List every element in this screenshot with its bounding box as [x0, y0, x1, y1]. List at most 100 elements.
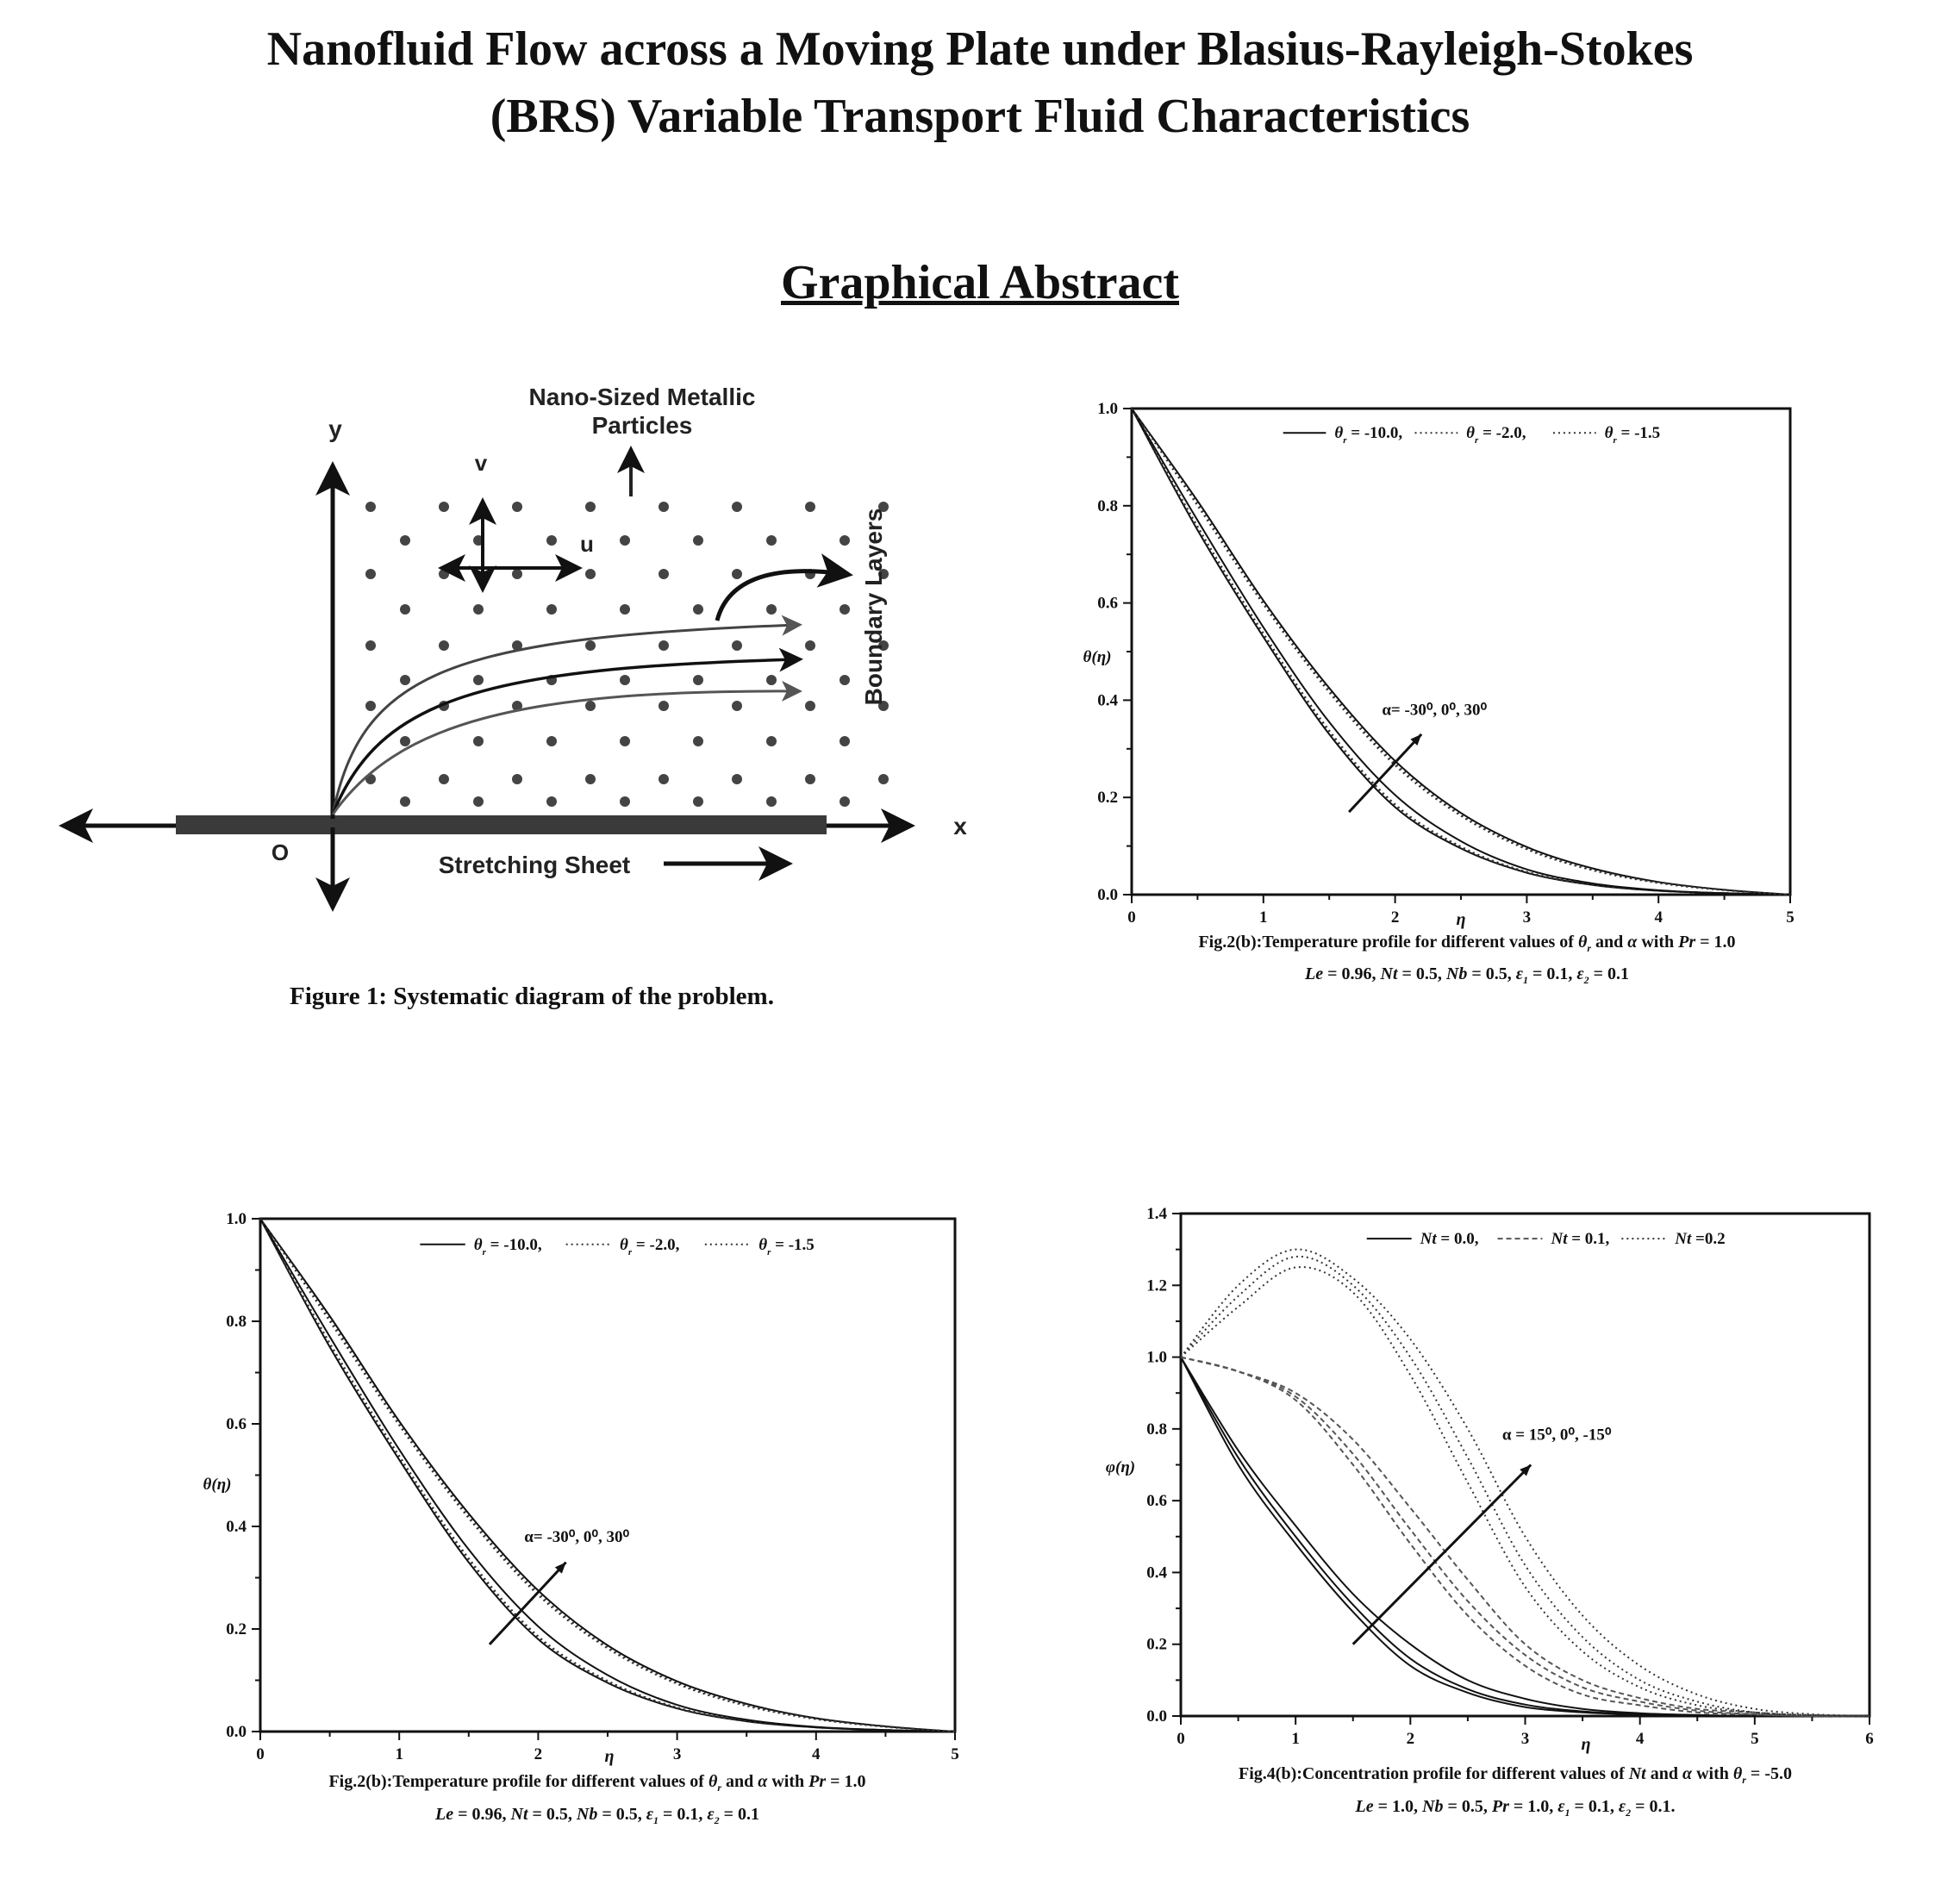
caption-segment: ε — [1557, 1797, 1565, 1816]
particle-dot — [400, 736, 410, 746]
caption-segment: θ — [1577, 933, 1588, 952]
particle-dot — [840, 796, 850, 807]
particle-dot — [546, 604, 557, 615]
flow-curve-lower — [331, 680, 802, 815]
particle-dot — [365, 640, 376, 651]
particle-dot — [546, 535, 557, 546]
particle-dot — [620, 535, 630, 546]
flow-curve-upper — [331, 615, 802, 815]
y-tick-label: 0.2 — [226, 1620, 247, 1638]
arrow-head-icon — [1520, 1464, 1532, 1476]
particle-dot — [585, 640, 596, 651]
x-tick-label: 1 — [1291, 1730, 1300, 1748]
x-tick-label: 4 — [812, 1745, 821, 1763]
caption-segment: α — [758, 1772, 768, 1791]
caption-segment: Fig.2(b):Temperature profile for differe… — [1198, 933, 1578, 952]
y-tick-label: 1.0 — [1146, 1349, 1167, 1367]
series-line-7 — [1131, 408, 1791, 896]
particle-dot — [620, 796, 630, 807]
legend-label: θr = -10.0, — [474, 1236, 542, 1258]
particle-dot — [693, 796, 703, 807]
caption-segment: 1 — [1564, 1807, 1570, 1819]
y-tick-label: 1.2 — [1146, 1276, 1167, 1295]
particle-dot — [732, 701, 742, 711]
caption-segment: Pr — [808, 1772, 827, 1791]
plot-frame — [1179, 1212, 1871, 1718]
x-tick-label: 2 — [534, 1745, 543, 1763]
x-tick-label: 0 — [1127, 908, 1136, 927]
legend-label: Nt =0.2 — [1674, 1230, 1725, 1248]
origin-label: O — [272, 839, 289, 865]
legend-label: Nt = 0.1, — [1550, 1230, 1609, 1248]
particle-dot — [620, 675, 630, 685]
caption-segment: = 0.1 — [719, 1805, 759, 1824]
particle-dot — [766, 736, 777, 746]
y-axis-label: y — [328, 415, 342, 442]
chart-1: 0 1 2 3 4 5 0.0 0.2 0.4 0.6 0.8 1.0 θ(η) η θr = -10.0,… — [1083, 400, 1795, 929]
y-axis-label: φ(η) — [1106, 1458, 1135, 1476]
x-tick-label: 3 — [1523, 908, 1532, 927]
series-line-5 — [259, 1218, 956, 1732]
section-title: Graphical Abstract — [781, 256, 1179, 309]
title-line-2: (BRS) Variable Transport Fluid Character… — [490, 90, 1470, 143]
particle-dot — [693, 736, 703, 746]
legend-label: θr = -2.0, — [620, 1236, 680, 1258]
caption-segment: 2 — [714, 1814, 720, 1826]
particle-dot — [659, 569, 669, 579]
caption-segment: r — [1742, 1774, 1746, 1786]
caption-segment: θ — [1732, 1764, 1743, 1783]
chart-1-caption-line-1: Fig.2(b):Temperature profile for differe… — [1198, 933, 1735, 955]
particle-dot — [585, 774, 596, 784]
particle-dot — [400, 604, 410, 615]
series-line-5 — [1131, 408, 1791, 896]
caption-segment: α — [1627, 933, 1638, 952]
particle-dot — [840, 736, 850, 746]
caption-segment: α — [1682, 1764, 1693, 1783]
particle-dot — [400, 675, 410, 685]
flow-curve-middle — [331, 647, 803, 815]
particle-dot — [878, 640, 889, 651]
caption-segment: = 0.5, — [1397, 964, 1446, 983]
x-axis-label: x — [953, 813, 967, 839]
series-line-2 — [1131, 408, 1791, 896]
series-line-9 — [1180, 1266, 1870, 1717]
particle-dot — [546, 796, 557, 807]
y-tick-label: 0.2 — [1097, 789, 1118, 807]
series-line-3 — [1180, 1357, 1869, 1718]
caption-segment: Le — [435, 1805, 454, 1824]
annotation-arrow — [1348, 733, 1423, 814]
y-tick-label: 1.0 — [226, 1210, 247, 1228]
v-label: v — [475, 450, 488, 476]
y-tick-label: 0.6 — [1146, 1492, 1167, 1510]
particle-dot — [805, 701, 815, 711]
particle-dot — [732, 502, 742, 512]
caption-segment: = 0.5, — [1467, 964, 1516, 983]
particle-dot — [512, 502, 522, 512]
x-tick-label: 6 — [1865, 1730, 1874, 1748]
particles-label-line-2: Particles — [592, 412, 693, 439]
legend-label: θr = -1.5 — [758, 1236, 815, 1258]
chart-1-caption-line-2: Le = 0.96, Nt = 0.5, Nb = 0.5, ε1 = 0.1,… — [1305, 964, 1629, 987]
caption-segment: ε — [1618, 1797, 1626, 1816]
y-tick-label: 0.6 — [226, 1415, 247, 1433]
particle-dot — [585, 502, 596, 512]
particle-dot — [766, 604, 777, 615]
caption-segment: = 0.1, — [658, 1805, 708, 1824]
caption-segment: = 1.0 — [1695, 933, 1736, 952]
caption-segment: ε — [646, 1805, 653, 1824]
x-tick-label: 5 — [1751, 1730, 1759, 1748]
caption-segment: ε — [1515, 964, 1523, 983]
annotation-label: α= -30⁰, 0⁰, 30⁰ — [524, 1528, 629, 1546]
y-tick-label: 0.8 — [1097, 497, 1118, 515]
y-tick-label: 0.8 — [226, 1313, 247, 1331]
particle-dot — [878, 569, 889, 579]
series-line-7 — [1180, 1248, 1870, 1717]
particle-dot — [840, 675, 850, 685]
chart-3-caption-line-2: Le = 1.0, Nb = 0.5, Pr = 1.0, ε1 = 0.1, … — [1356, 1797, 1676, 1819]
particle-dot — [693, 675, 703, 685]
y-tick-label: 0.0 — [226, 1723, 247, 1741]
particle-dot — [878, 701, 889, 711]
legend-label: Nt = 0.0, — [1420, 1230, 1479, 1248]
y-tick-label: 0.0 — [1146, 1707, 1167, 1726]
series-line-1 — [1131, 408, 1791, 896]
